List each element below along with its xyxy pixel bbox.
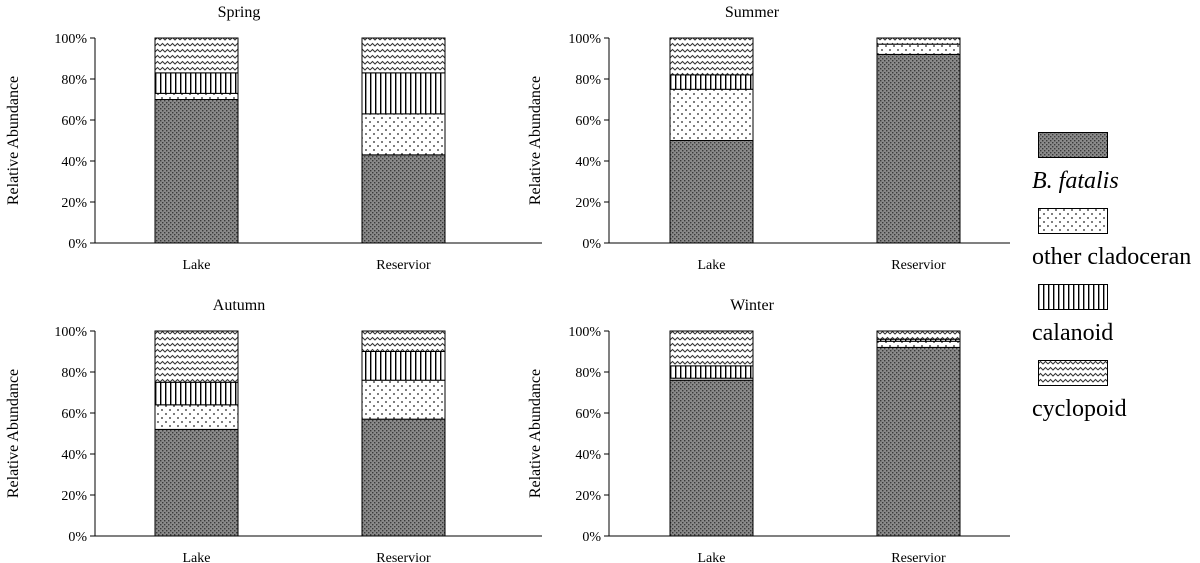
y-axis-label: Relative Abundance	[5, 76, 22, 205]
bar-segment	[154, 37, 239, 74]
bar-segment	[361, 351, 446, 381]
y-tick-label: 100%	[568, 32, 601, 47]
legend-item: B. fatalis	[1032, 128, 1200, 204]
y-tick-label: 20%	[61, 196, 87, 211]
y-tick-label: 100%	[54, 325, 87, 340]
y-tick-label: 100%	[568, 325, 601, 340]
legend-label: calanoid	[1032, 320, 1114, 346]
legend-label: cyclopoid	[1032, 396, 1127, 422]
bar-segment	[154, 99, 239, 244]
y-tick-label: 40%	[61, 448, 87, 463]
x-tick-label: Lake	[183, 551, 211, 563]
legend-swatch-rect	[1038, 132, 1108, 158]
bar-segment	[669, 379, 754, 537]
legend-swatch	[1038, 284, 1108, 310]
bar-segment	[669, 74, 754, 90]
panel-title: Autumn	[213, 297, 265, 314]
legend-swatch	[1038, 132, 1108, 158]
bar-segment	[361, 379, 446, 420]
y-tick-label: 80%	[575, 366, 601, 381]
y-tick-label: 60%	[575, 114, 601, 129]
y-tick-label: 60%	[61, 114, 87, 129]
bar-segment	[876, 330, 961, 340]
y-tick-label: 40%	[575, 448, 601, 463]
panel-title: Summer	[725, 4, 780, 21]
y-tick-label: 0%	[68, 530, 87, 545]
bar-segment	[154, 428, 239, 537]
y-tick-label: 60%	[61, 407, 87, 422]
bar-segment	[876, 53, 961, 244]
bar-segment	[154, 72, 239, 94]
legend-swatch-rect	[1038, 208, 1108, 234]
x-tick-label: Reservior	[891, 258, 946, 273]
legend-swatch	[1038, 360, 1108, 386]
y-axis-label: Relative Abundance	[527, 369, 544, 498]
y-tick-label: 80%	[61, 366, 87, 381]
y-tick-label: 20%	[575, 489, 601, 504]
panel-spring: Spring Relative Abundance 0% 20% 40% 60% 80% 10…	[5, 4, 542, 273]
y-tick-label: 20%	[61, 489, 87, 504]
bar-segment	[154, 330, 239, 383]
x-tick-label: Reservior	[891, 551, 946, 563]
bar-segment	[876, 340, 961, 348]
panel-title: Spring	[218, 4, 261, 21]
bar-segment	[154, 404, 239, 430]
x-tick-label: Reservior	[376, 551, 431, 563]
bar-segment	[876, 346, 961, 537]
y-tick-label: 40%	[61, 155, 87, 170]
legend: B. fatalis other cladoceran calanoid cyclop…	[1032, 128, 1200, 432]
y-axis-label: Relative Abundance	[5, 369, 22, 498]
x-tick-label: Lake	[698, 258, 726, 273]
y-tick-label: 0%	[582, 530, 601, 545]
y-axis-label: Relative Abundance	[527, 76, 544, 205]
bar-segment	[669, 365, 754, 379]
bar-segment	[669, 330, 754, 367]
bar-segment	[876, 43, 961, 55]
legend-swatch-rect	[1038, 284, 1108, 310]
legend-label: other cladoceran	[1032, 244, 1192, 270]
bar-segment	[361, 418, 446, 537]
bar-segment	[361, 330, 446, 352]
x-tick-label: Lake	[183, 258, 211, 273]
bar-segment	[154, 381, 239, 406]
legend-swatch-rect	[1038, 360, 1108, 386]
legend-item: calanoid	[1032, 280, 1200, 356]
bar-segment	[361, 113, 446, 156]
bar-segment	[669, 140, 754, 244]
bar-segment	[361, 37, 446, 74]
y-tick-label: 20%	[575, 196, 601, 211]
bar-segment	[669, 37, 754, 76]
x-tick-label: Reservior	[376, 258, 431, 273]
y-tick-label: 0%	[582, 237, 601, 252]
y-tick-label: 80%	[61, 73, 87, 88]
bar-segment	[876, 37, 961, 45]
y-tick-label: 100%	[54, 32, 87, 47]
bar-segment	[669, 88, 754, 141]
bar-segment	[361, 72, 446, 115]
panel-summer: Summer Relative Abundance 0% 20% 40% 60% 80% 10…	[527, 4, 1010, 273]
y-tick-label: 60%	[575, 407, 601, 422]
legend-label: B. fatalis	[1032, 168, 1119, 194]
y-tick-label: 80%	[575, 73, 601, 88]
panel-winter: Winter Relative Abundance 0% 20% 40% 60% 80% 10…	[527, 297, 1010, 563]
y-tick-label: 0%	[68, 237, 87, 252]
panel-title: Winter	[730, 297, 774, 314]
bar-segment	[361, 154, 446, 244]
legend-swatch	[1038, 208, 1108, 234]
x-tick-label: Lake	[698, 551, 726, 563]
panel-autumn: Autumn Relative Abundance 0% 20% 40% 60% 80% 10…	[5, 297, 542, 563]
y-tick-label: 40%	[575, 155, 601, 170]
legend-item: other cladoceran	[1032, 204, 1200, 280]
bar-segment	[154, 92, 239, 100]
legend-item: cyclopoid	[1032, 356, 1200, 432]
